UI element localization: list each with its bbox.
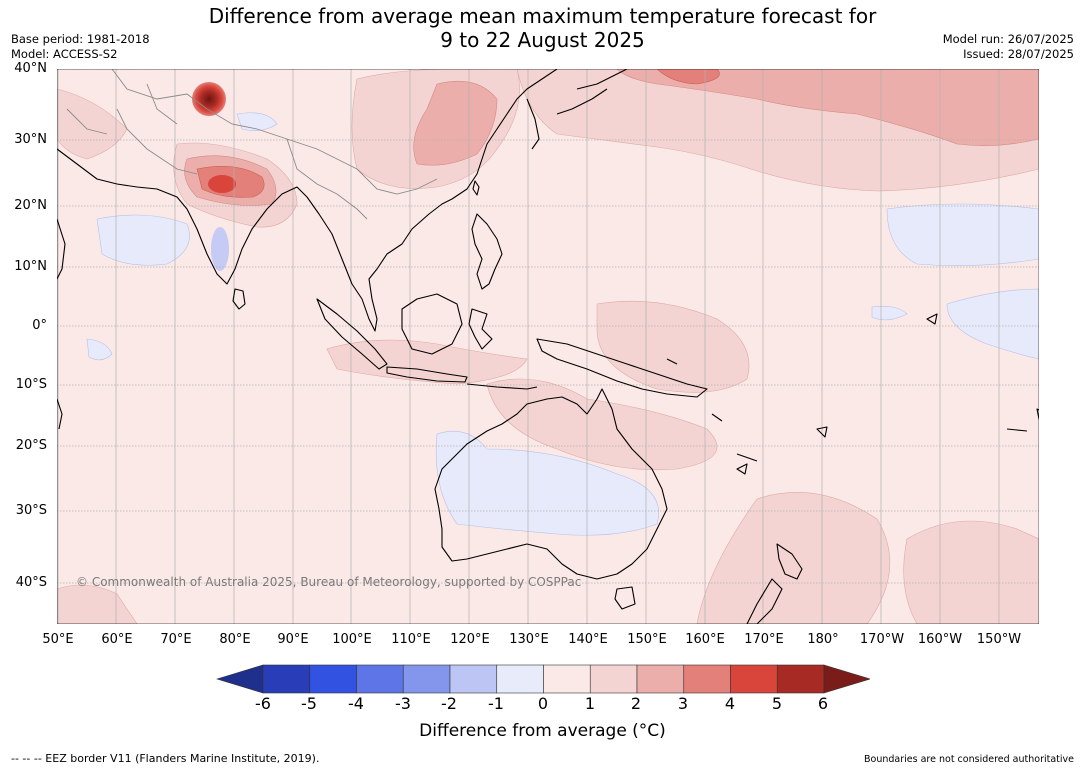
colorbar-tick: 4	[724, 694, 736, 713]
base-period: Base period: 1981-2018	[11, 32, 150, 46]
anomaly-cool	[86, 112, 1039, 536]
colorbar-label: Difference from average (°C)	[419, 721, 666, 741]
colorbar-segment	[730, 664, 778, 694]
colorbar-segment	[496, 664, 544, 694]
issued-date: Issued: 28/07/2025	[963, 47, 1074, 61]
lon-label-80e: 80°E	[219, 632, 251, 647]
lon-label-70e: 70°E	[160, 632, 192, 647]
map-title: Difference from average mean maximum tem…	[0, 4, 1085, 52]
lat-label-30s: 30°S	[15, 503, 47, 518]
colorbar-segment	[683, 664, 731, 694]
colorbar-tick: -6	[255, 694, 271, 713]
meta-left: Base period: 1981-2018 Model: ACCESS-S2	[11, 32, 150, 62]
colorbar-tick: 5	[771, 694, 783, 713]
colorbar-tick: -1	[488, 694, 504, 713]
lon-label-150w: 150°W	[976, 632, 1022, 647]
lat-label-10s: 10°S	[15, 377, 47, 392]
colorbar-tick: 3	[677, 694, 689, 713]
lon-label-110e: 110°E	[391, 632, 431, 647]
colorbar-tick: -3	[395, 694, 411, 713]
title-line-2: 9 to 22 August 2025	[440, 28, 645, 52]
colorbar-segment	[823, 664, 870, 694]
colorbar-segment	[543, 664, 591, 694]
lat-label-0: 0°	[32, 318, 47, 333]
lon-label-130e: 130°E	[509, 632, 549, 647]
colorbar-segment	[636, 664, 685, 694]
lon-label-160e: 160°E	[685, 632, 725, 647]
boundaries-disclaimer: Boundaries are not considered authoritat…	[864, 754, 1074, 765]
anomaly-warm-medium	[184, 69, 1039, 206]
model-run: Model run: 26/07/2025	[942, 32, 1074, 46]
colorbar-segment	[309, 664, 357, 694]
colorbar-segment	[449, 664, 498, 694]
colorbar-segment	[262, 664, 311, 694]
lon-label-150e: 150°E	[627, 632, 667, 647]
colorbar-tick: 1	[584, 694, 596, 713]
model-name: Model: ACCESS-S2	[11, 47, 118, 61]
colorbar-segments	[216, 664, 870, 694]
map-copyright: © Commonwealth of Australia 2025, Bureau…	[76, 575, 581, 589]
lat-label-30n: 30°N	[14, 132, 47, 147]
lon-label-50e: 50°E	[42, 632, 74, 647]
lat-label-20n: 20°N	[14, 198, 47, 213]
lon-label-170w: 170°W	[859, 632, 905, 647]
lat-label-40n: 40°N	[14, 61, 47, 76]
forecast-map: © Commonwealth of Australia 2025, Bureau…	[57, 69, 1039, 624]
lon-label-90e: 90°E	[277, 632, 309, 647]
lon-label-180: 180°	[807, 632, 839, 647]
colorbar-segment	[216, 664, 264, 694]
colorbar-tick: 2	[630, 694, 642, 713]
lon-label-160w: 160°W	[917, 632, 963, 647]
colorbar-tick: 6	[817, 694, 829, 713]
colorbar-tick: -4	[348, 694, 364, 713]
colorbar-tick: -2	[441, 694, 457, 713]
colorbar-tick: 0	[537, 694, 549, 713]
title-line-1: Difference from average mean maximum tem…	[208, 4, 877, 28]
lon-label-140e: 140°E	[568, 632, 608, 647]
colorbar-segment	[356, 664, 404, 694]
lon-label-120e: 120°E	[450, 632, 490, 647]
colorbar-segment	[776, 664, 825, 694]
meta-right: Model run: 26/07/2025 Issued: 28/07/2025	[943, 32, 1074, 62]
gridlines	[57, 69, 1039, 624]
anomaly-hotspot	[192, 82, 226, 116]
lon-label-60e: 60°E	[101, 632, 133, 647]
lat-label-10n: 10°N	[14, 259, 47, 274]
anomaly-warm-core	[208, 175, 236, 193]
national-borders	[66, 69, 438, 220]
colorbar-tick: -5	[301, 694, 317, 713]
lon-label-100e: 100°E	[332, 632, 372, 647]
colorbar-segment	[589, 664, 638, 694]
coastlines	[57, 69, 1039, 624]
anomaly-cool-strong	[211, 227, 229, 271]
eez-legend: -- -- -- EEZ border V11 (Flanders Marine…	[11, 752, 320, 765]
lat-label-40s: 40°S	[15, 575, 47, 590]
colorbar-segment	[402, 664, 451, 694]
lon-label-170e: 170°E	[744, 632, 784, 647]
colorbar	[216, 664, 870, 694]
lat-label-20s: 20°S	[15, 438, 47, 453]
